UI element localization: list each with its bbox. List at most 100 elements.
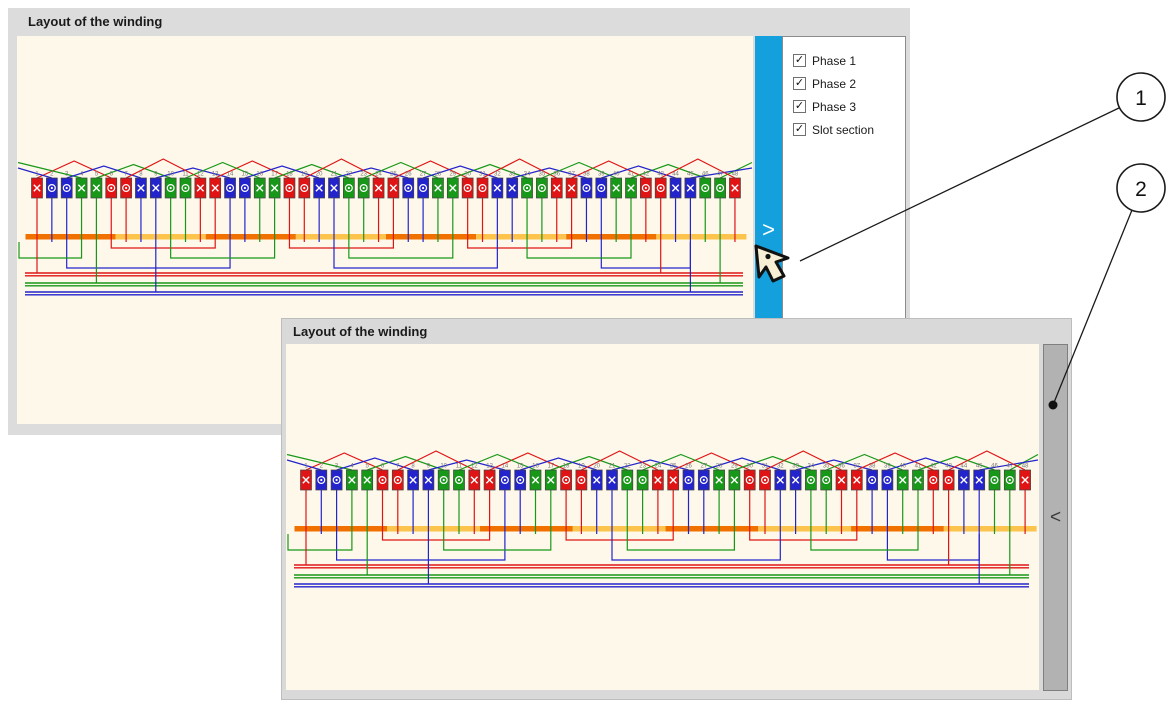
slot-number: 33 bbox=[792, 464, 799, 470]
slot-number: 48 bbox=[1022, 464, 1029, 470]
current-in-icon bbox=[256, 184, 264, 192]
current-out-icon bbox=[110, 186, 113, 190]
slot-section-segment bbox=[115, 234, 206, 240]
current-out-icon bbox=[378, 476, 387, 485]
slot-number: 26 bbox=[685, 464, 692, 470]
current-out-icon bbox=[481, 186, 484, 190]
end-winding bbox=[630, 163, 706, 179]
slot-number: 35 bbox=[823, 464, 830, 470]
current-out-icon bbox=[300, 184, 309, 193]
current-out-icon bbox=[122, 184, 131, 193]
current-in-icon bbox=[348, 476, 356, 484]
current-in-icon bbox=[92, 184, 101, 192]
slot-number: 38 bbox=[583, 172, 590, 178]
slot-number: 12 bbox=[471, 464, 478, 470]
current-out-icon bbox=[47, 184, 56, 193]
current-out-icon bbox=[716, 184, 725, 193]
current-in-icon bbox=[553, 184, 561, 192]
current-in-icon bbox=[493, 184, 502, 192]
slot-number: 40 bbox=[613, 172, 620, 178]
current-in-icon bbox=[1021, 476, 1029, 484]
current-in-icon bbox=[593, 476, 601, 484]
slot-number: 45 bbox=[687, 172, 694, 178]
current-in-icon bbox=[77, 184, 86, 192]
slot-number: 24 bbox=[655, 464, 662, 470]
current-out-icon bbox=[644, 186, 647, 190]
slot-number: 22 bbox=[624, 464, 631, 470]
end-winding bbox=[825, 453, 903, 471]
current-in-icon bbox=[671, 184, 680, 192]
slot-section-segment bbox=[25, 234, 116, 240]
current-out-icon bbox=[886, 478, 889, 482]
checkbox-icon[interactable]: ✓ bbox=[793, 100, 806, 113]
slot-number: 19 bbox=[301, 172, 308, 178]
slot-number: 9 bbox=[154, 172, 158, 178]
slot-number: 30 bbox=[746, 464, 753, 470]
current-out-icon bbox=[442, 478, 445, 482]
slot-number: 25 bbox=[390, 172, 397, 178]
current-out-icon bbox=[537, 184, 546, 193]
current-in-icon bbox=[547, 476, 555, 484]
current-out-icon bbox=[932, 478, 935, 482]
slot-section-segment bbox=[295, 234, 386, 240]
current-out-icon bbox=[359, 184, 368, 193]
slot-number: 27 bbox=[420, 172, 427, 178]
checkbox-phase-1[interactable]: ✓ Phase 1 bbox=[793, 49, 905, 72]
callout-1: 1 bbox=[1116, 72, 1166, 122]
checkbox-slot-section[interactable]: ✓ Slot section bbox=[793, 118, 905, 141]
slot-number: 48 bbox=[732, 172, 739, 178]
current-out-icon bbox=[226, 184, 235, 193]
current-in-icon bbox=[531, 476, 540, 484]
slot-number: 30 bbox=[464, 172, 471, 178]
current-out-icon bbox=[883, 476, 892, 485]
end-winding bbox=[274, 163, 350, 179]
current-out-icon bbox=[317, 476, 326, 485]
end-winding bbox=[452, 163, 528, 179]
current-out-icon bbox=[169, 186, 172, 190]
checkbox-icon[interactable]: ✓ bbox=[793, 54, 806, 67]
legend-collapser-bar[interactable]: < bbox=[1043, 344, 1068, 691]
slot-number: 3 bbox=[335, 464, 339, 470]
end-winding bbox=[17, 167, 53, 179]
checkbox-icon[interactable]: ✓ bbox=[793, 77, 806, 90]
slot-number: 20 bbox=[593, 464, 600, 470]
slot-number: 17 bbox=[271, 172, 278, 178]
slot-number: 29 bbox=[449, 172, 456, 178]
current-in-icon bbox=[389, 184, 398, 192]
end-winding bbox=[611, 459, 689, 471]
slot-number: 15 bbox=[242, 172, 249, 178]
current-out-icon bbox=[641, 184, 650, 193]
current-out-icon bbox=[806, 476, 815, 485]
slot-number: 1 bbox=[304, 464, 308, 470]
end-winding bbox=[422, 165, 498, 179]
current-in-icon bbox=[196, 184, 205, 192]
slot-number: 7 bbox=[396, 464, 400, 470]
current-in-icon bbox=[837, 476, 846, 484]
current-out-icon bbox=[243, 186, 246, 190]
slot-section-segment bbox=[566, 234, 657, 240]
current-out-icon bbox=[466, 186, 469, 190]
slot-section-segment bbox=[851, 526, 944, 532]
checkbox-label: Phase 2 bbox=[812, 76, 857, 91]
slot-section-segment bbox=[572, 526, 666, 532]
current-out-icon bbox=[381, 478, 384, 482]
slot-number: 19 bbox=[578, 464, 585, 470]
current-out-icon bbox=[699, 476, 708, 485]
slot-number: 21 bbox=[331, 172, 338, 178]
current-in-icon bbox=[669, 476, 677, 484]
checkbox-phase-3[interactable]: ✓ Phase 3 bbox=[793, 95, 905, 118]
current-out-icon bbox=[580, 478, 583, 482]
checkbox-icon[interactable]: ✓ bbox=[793, 123, 806, 136]
current-out-icon bbox=[659, 186, 662, 190]
end-winding bbox=[185, 161, 260, 179]
end-winding bbox=[856, 452, 934, 471]
current-out-icon bbox=[344, 184, 353, 193]
checkbox-phase-2[interactable]: ✓ Phase 2 bbox=[793, 72, 905, 95]
current-in-icon bbox=[211, 184, 219, 192]
current-out-icon bbox=[638, 476, 647, 485]
current-out-icon bbox=[320, 478, 323, 482]
current-in-icon bbox=[270, 184, 279, 192]
current-out-icon bbox=[626, 478, 629, 482]
slot-number: 12 bbox=[197, 172, 204, 178]
end-winding bbox=[917, 455, 995, 471]
